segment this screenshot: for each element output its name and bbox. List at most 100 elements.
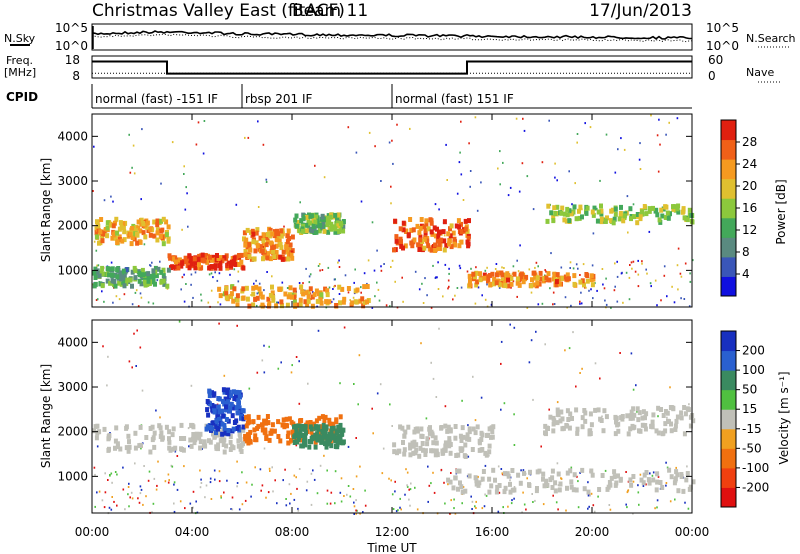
heatmap-cell — [307, 439, 312, 444]
heatmap-cell — [221, 442, 226, 447]
scatter-cell — [525, 508, 527, 511]
heatmap-cell — [148, 449, 153, 455]
heatmap-cell — [350, 300, 355, 306]
heatmap-cell — [320, 214, 325, 220]
scatter-cell — [507, 194, 510, 197]
heatmap-cell — [301, 216, 306, 222]
heatmap-cell — [161, 273, 166, 279]
heatmap-cell — [593, 407, 598, 413]
scatter-cell — [575, 385, 577, 388]
scatter-cell — [328, 286, 331, 289]
heatmap-cell — [491, 467, 496, 473]
heatmap-cell — [663, 421, 668, 427]
heatmap-cell — [324, 299, 329, 305]
heatmap-cell — [682, 431, 687, 437]
heatmap-cell — [224, 404, 228, 410]
heatmap-cell — [281, 417, 286, 423]
scatter-cell — [553, 303, 556, 305]
scatter-cell — [530, 339, 533, 342]
heatmap-cell — [485, 274, 490, 280]
heatmap-cell — [254, 230, 259, 236]
scatter-cell — [112, 301, 114, 304]
scatter-cell — [585, 286, 587, 289]
heatmap-cell — [618, 477, 623, 483]
scatter-cell — [430, 306, 433, 309]
heatmap-cell — [425, 436, 430, 442]
scatter-cell — [688, 403, 690, 406]
y-tick-label: 2000 — [57, 425, 88, 439]
heatmap-cell — [484, 452, 489, 458]
heatmap-cell — [538, 276, 543, 282]
scatter-cell — [576, 475, 578, 478]
heatmap-cell — [282, 424, 287, 430]
heatmap-cell — [528, 469, 532, 475]
heatmap-cell — [551, 415, 556, 421]
scatter-cell — [587, 494, 590, 497]
heatmap-cell — [562, 211, 567, 217]
heatmap-cell — [638, 216, 643, 222]
scatter-cell — [513, 497, 515, 500]
heatmap-cell — [148, 226, 153, 232]
scatter-cell — [102, 345, 104, 348]
heatmap-cell — [599, 418, 604, 423]
heatmap-cell — [118, 220, 123, 226]
scatter-cell — [134, 291, 137, 294]
heatmap-cell — [193, 437, 198, 443]
heatmap-cell — [105, 225, 110, 231]
scatter-cell — [355, 437, 357, 439]
heatmap-cell — [322, 418, 327, 424]
scatter-cell — [390, 185, 392, 188]
scatter-cell — [654, 279, 657, 282]
heatmap-cell — [480, 476, 485, 482]
heatmap-cell — [673, 423, 678, 429]
heatmap-cell — [577, 208, 581, 214]
heatmap-cell — [457, 224, 462, 230]
noise-traces — [91, 26, 693, 49]
heatmap-cell — [647, 208, 652, 214]
scatter-cell — [203, 120, 206, 122]
heatmap-cell — [201, 443, 206, 449]
scatter-cell — [195, 500, 197, 503]
heatmap-cell — [260, 248, 265, 254]
heatmap-cell — [661, 413, 666, 418]
heatmap-cell — [245, 296, 250, 302]
scatter-cell — [312, 469, 314, 472]
heatmap-cell — [596, 407, 601, 413]
scatter-cell — [343, 326, 346, 329]
scatter-cell — [642, 485, 645, 487]
scatter-cell — [131, 166, 133, 169]
heatmap-cell — [265, 239, 270, 245]
heatmap-cell — [270, 231, 275, 237]
heatmap-cell — [584, 272, 589, 277]
heatmap-cell — [440, 450, 445, 456]
scatter-cell — [360, 200, 363, 203]
heatmap-cell — [632, 412, 637, 418]
heatmap-cell — [575, 426, 580, 432]
heatmap-cell — [309, 429, 314, 435]
heatmap-cell — [244, 423, 249, 429]
heatmap-cell — [204, 426, 209, 432]
heatmap-cell — [312, 292, 317, 298]
heatmap-cell — [315, 434, 320, 440]
heatmap-cell — [217, 263, 222, 269]
scatter-cell — [454, 294, 456, 297]
heatmap-cell — [422, 224, 427, 230]
scatter-cell — [268, 467, 271, 470]
scatter-cell — [461, 502, 463, 505]
heatmap-cell — [121, 221, 126, 227]
heatmap-cell — [264, 436, 269, 441]
heatmap-cell — [580, 214, 584, 220]
x-tick-label: 08:00 — [275, 525, 310, 539]
heatmap-cell — [474, 478, 479, 484]
heatmap-cell — [550, 468, 555, 474]
scatter-cell — [349, 299, 351, 302]
heatmap-cell — [437, 241, 442, 247]
heatmap-cell — [673, 427, 678, 432]
scatter-cell — [109, 432, 111, 434]
colorbar-swatch — [721, 487, 736, 508]
scatter-cell — [596, 207, 598, 210]
scatter-cell — [472, 375, 474, 378]
heatmap-cell — [338, 414, 343, 420]
heatmap-cell — [604, 414, 609, 420]
